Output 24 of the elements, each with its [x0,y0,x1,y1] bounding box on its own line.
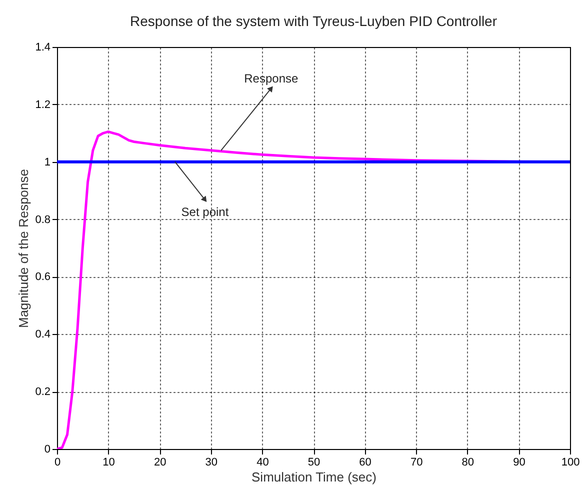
x-axis-title: Simulation Time (sec) [252,470,376,484]
x-tick-label: 70 [410,456,423,468]
y-tick-label: 0 [44,444,50,456]
y-tick-label: 1 [44,156,50,168]
x-tick-label: 20 [154,456,166,468]
x-tick-label: 10 [102,456,115,468]
y-tick-label: 1.4 [35,42,50,54]
y-tick-label: 0.8 [35,214,50,226]
x-tick-label: 50 [308,456,320,468]
x-tick-label: 60 [359,456,372,468]
annotation: Response [244,71,298,86]
x-tick-label: 40 [256,456,269,468]
x-tick-label: 100 [561,456,580,468]
y-axis-title: Magnitude of the Response [16,169,32,328]
y-tick-label: 0.2 [35,386,50,398]
x-tick-label: 90 [513,456,526,468]
x-tick-label: 30 [205,456,218,468]
annotation: Set point [181,204,230,219]
chart-title: Response of the system with Tyreus-Luyben PID Controller [130,13,498,29]
x-tick-label: 80 [462,456,474,468]
y-tick-label: 1.2 [35,98,50,111]
y-tick-label: 0.4 [35,328,50,341]
y-tick-label: 0.6 [35,271,50,284]
x-tick-label: 0 [54,456,61,468]
